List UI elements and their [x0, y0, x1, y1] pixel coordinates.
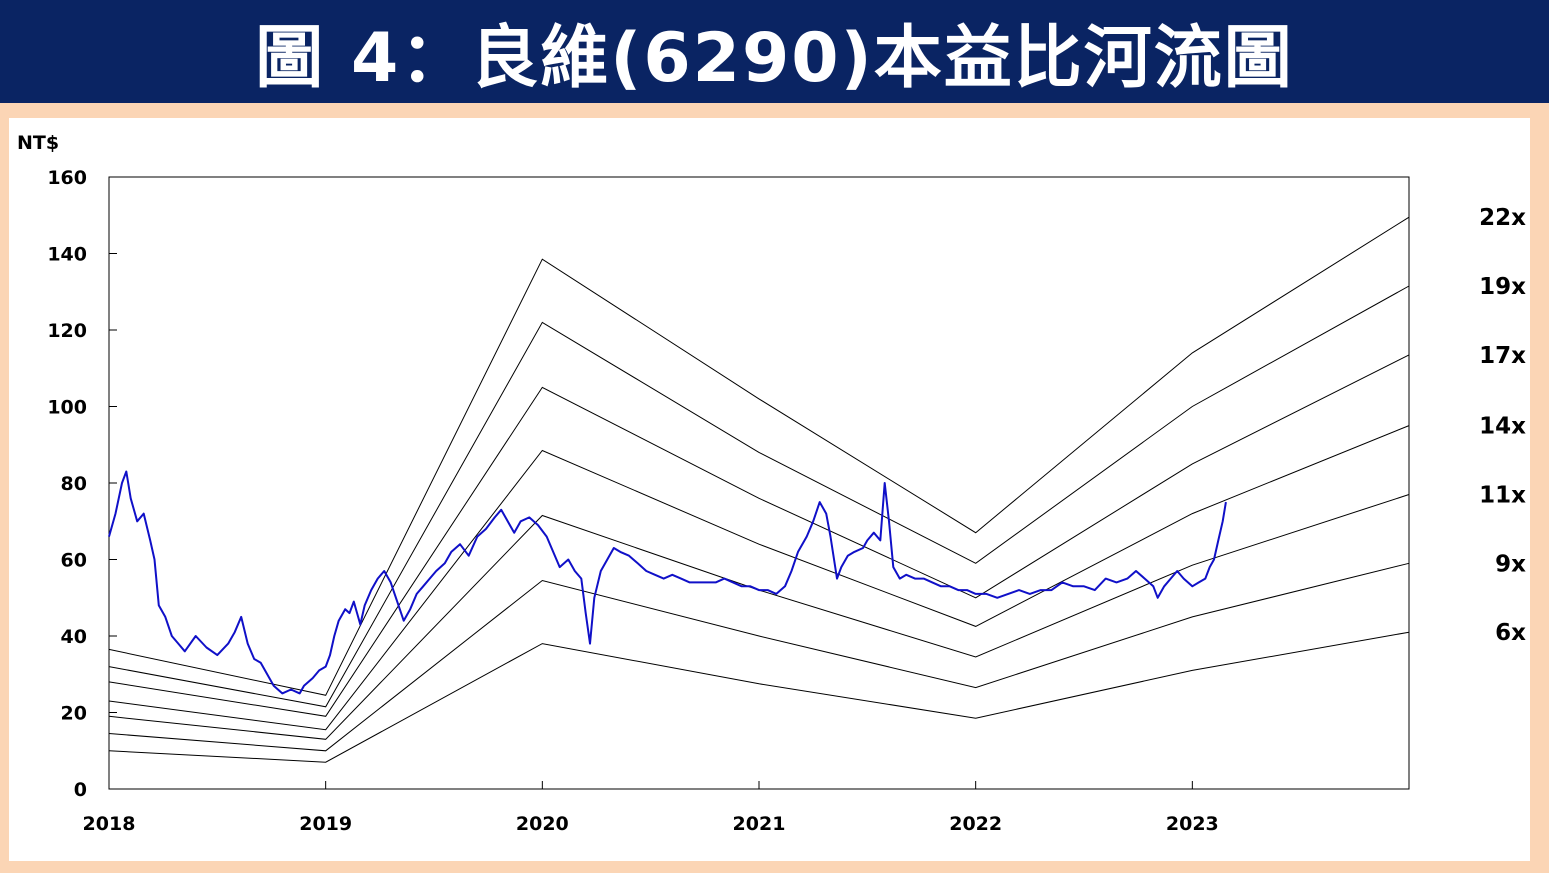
- pe-band-label: 14x: [1479, 414, 1526, 440]
- y-axis-label: NT$: [17, 132, 59, 154]
- x-tick-label: 2018: [83, 813, 136, 835]
- pe-band-line: [108, 216, 1410, 696]
- y-tick-label: 40: [61, 626, 87, 648]
- pe-band-line: [108, 631, 1410, 763]
- plot-frame: [108, 176, 1410, 790]
- pe-band-label: 9x: [1495, 551, 1526, 577]
- pe-band-label: 6x: [1495, 620, 1526, 646]
- y-tick-label: 140: [47, 244, 87, 266]
- pe-river-chart: NT$ 0 20 40 60 80 100 120 140 160 2018 2019 2020 2021…: [17, 132, 1526, 835]
- y-tick-label: 100: [47, 397, 87, 419]
- x-tick-label: 2021: [733, 813, 786, 835]
- page-title: 圖 4：良維(6290)本益比河流圖: [255, 19, 1294, 98]
- x-tick-label: 2023: [1166, 813, 1219, 835]
- pe-band-line: [108, 425, 1410, 731]
- x-tick-label: 2019: [299, 813, 352, 835]
- pe-band-label: 19x: [1479, 274, 1526, 300]
- x-tick-label: 2020: [516, 813, 569, 835]
- y-tick-label: 20: [61, 703, 87, 725]
- chart-panel: NT$ 0 20 40 60 80 100 120 140 160 2018 2019 2020 2021…: [9, 118, 1530, 861]
- y-tick-label: 160: [47, 167, 87, 189]
- pe-band-label: 17x: [1479, 343, 1526, 369]
- pe-band-label: 11x: [1479, 482, 1526, 508]
- title-banner: 圖 4：良維(6290)本益比河流圖: [0, 0, 1549, 103]
- x-tick-label: 2022: [949, 813, 1002, 835]
- y-tick-label: 0: [74, 779, 87, 801]
- pe-band-line: [108, 562, 1410, 752]
- pe-band-label: 22x: [1479, 205, 1526, 231]
- y-tick-label: 60: [61, 550, 87, 572]
- y-tick-label: 80: [61, 473, 87, 495]
- pe-band-line: [108, 354, 1410, 717]
- pe-band-line: [108, 285, 1410, 708]
- price-line: [108, 470, 1227, 695]
- y-tick-label: 120: [47, 320, 87, 342]
